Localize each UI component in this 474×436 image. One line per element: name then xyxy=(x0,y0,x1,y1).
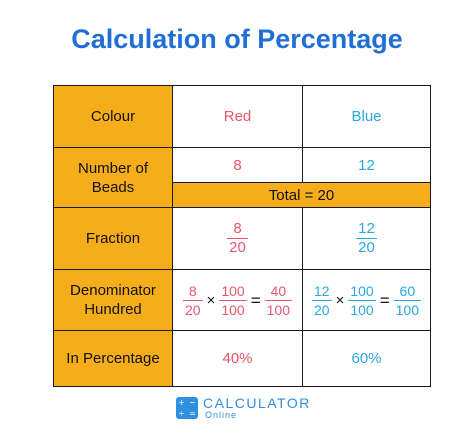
blue-fraction: 12 20 xyxy=(356,221,377,256)
red-calc-f1-den: 20 xyxy=(183,299,203,318)
red-fraction-cell: 8 20 xyxy=(172,207,303,270)
colour-label-cell: Colour xyxy=(53,85,173,148)
blue-calc-cell: 12 20 × 100 100 = 60 100 xyxy=(302,269,431,331)
page-title: Calculation of Percentage xyxy=(71,24,403,54)
beads-label-cell: Number of Beads xyxy=(53,147,173,208)
blue-colour-label: Blue xyxy=(351,108,382,125)
red-colour-label: Red xyxy=(223,108,252,125)
calculator-icon: + − ÷ = xyxy=(176,397,198,419)
blue-calc-f2-num: 100 xyxy=(350,282,374,299)
red-times-sign: × xyxy=(206,291,216,309)
blue-equals-sign: = xyxy=(379,290,390,310)
logo-text: CALCULATOR Online xyxy=(203,396,311,420)
blue-fraction-cell: 12 20 xyxy=(302,207,431,270)
red-colour-cell: Red xyxy=(172,85,303,148)
percentage-label: In Percentage xyxy=(66,350,160,367)
blue-times-sign: × xyxy=(335,291,345,309)
total-cell: Total = 20 xyxy=(172,182,431,208)
red-calc-cell: 8 20 × 100 100 = 40 100 xyxy=(172,269,303,331)
denominator-label: Denominator Hundred xyxy=(70,282,156,318)
denominator-label-cell: Denominator Hundred xyxy=(53,269,173,331)
red-calc-fraction-1: 8 20 xyxy=(183,283,203,318)
red-calc-result-den: 100 xyxy=(264,299,292,318)
blue-calc-result: 60 100 xyxy=(393,282,421,318)
fraction-label: Fraction xyxy=(85,230,141,247)
blue-fraction-denominator: 20 xyxy=(356,238,377,256)
red-calc-result: 40 100 xyxy=(264,282,292,318)
red-calc-f2-num: 100 xyxy=(221,282,245,299)
blue-percent-value: 60% xyxy=(351,350,382,367)
red-calc-f1-num: 8 xyxy=(188,282,197,299)
logo-plus-glyph: + xyxy=(178,398,185,407)
logo-equals-glyph: = xyxy=(189,409,196,418)
red-calc-fraction-2: 100 100 xyxy=(219,282,247,318)
logo-divide-glyph: ÷ xyxy=(178,409,185,418)
blue-calc-f1-num: 12 xyxy=(314,282,330,299)
red-fraction: 8 20 xyxy=(227,221,248,256)
fraction-label-cell: Fraction xyxy=(53,207,173,270)
red-percent-value: 40% xyxy=(222,350,253,367)
blue-beads-value: 12 xyxy=(358,156,375,174)
red-equals-sign: = xyxy=(250,290,261,310)
percentage-table: Colour Red Blue Number of Beads 8 12 Tot… xyxy=(53,85,431,387)
blue-percent-cell: 60% xyxy=(302,330,431,387)
colour-label: Colour xyxy=(90,108,136,125)
total-value: Total = 20 xyxy=(268,186,335,204)
percentage-label-cell: In Percentage xyxy=(53,330,173,387)
calculator-online-logo: + − ÷ = CALCULATOR Online xyxy=(176,395,311,421)
blue-beads-cell: 12 xyxy=(302,147,431,183)
red-fraction-numerator: 8 xyxy=(233,220,242,237)
blue-calc-fraction-2: 100 100 xyxy=(348,282,376,318)
blue-calc-fraction-1: 12 20 xyxy=(312,283,332,318)
blue-calc-f1-den: 20 xyxy=(312,299,332,318)
red-beads-value: 8 xyxy=(233,156,242,174)
red-calc-f2-den: 100 xyxy=(219,299,247,318)
blue-calc-result-num: 60 xyxy=(399,282,416,299)
red-fraction-denominator: 20 xyxy=(227,238,248,256)
red-beads-cell: 8 xyxy=(172,147,303,183)
blue-calc-result-den: 100 xyxy=(393,299,421,318)
blue-fraction-numerator: 12 xyxy=(358,220,375,237)
red-calc-result-num: 40 xyxy=(270,282,287,299)
blue-colour-cell: Blue xyxy=(302,85,431,148)
beads-label: Number of Beads xyxy=(77,159,149,196)
blue-calc-f2-den: 100 xyxy=(348,299,376,318)
red-percent-cell: 40% xyxy=(172,330,303,387)
logo-minus-glyph: − xyxy=(189,398,196,407)
logo-name: CALCULATOR xyxy=(203,395,311,411)
logo-subtitle: Online xyxy=(205,410,238,420)
